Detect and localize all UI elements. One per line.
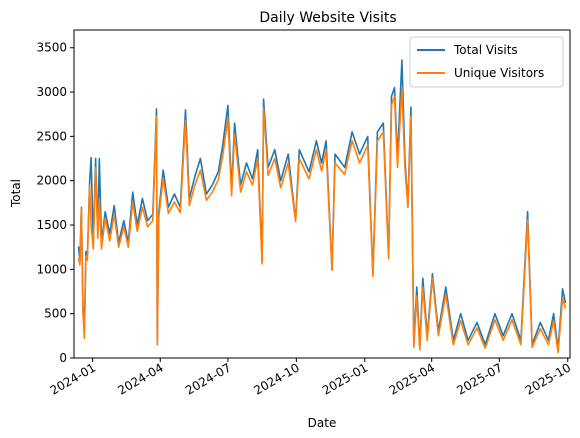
y-tick-label: 500 xyxy=(44,307,67,321)
plot-frame xyxy=(73,29,571,359)
y-tick-label: 3000 xyxy=(36,85,67,99)
legend-label: Total Visits xyxy=(453,43,518,57)
y-tick-label: 2500 xyxy=(36,129,67,143)
legend-box xyxy=(409,36,564,88)
x-axis-label: Date xyxy=(308,416,337,430)
y-tick-label: 0 xyxy=(59,351,67,365)
y-tick-label: 2000 xyxy=(36,174,67,188)
y-axis-label: Total xyxy=(9,179,23,208)
y-tick-label: 3500 xyxy=(36,41,67,55)
series-layer xyxy=(77,59,567,354)
chart-title: Daily Website Visits xyxy=(259,10,396,26)
legend-label: Unique Visitors xyxy=(454,66,544,80)
y-tick-label: 1500 xyxy=(36,218,67,232)
legend: Total Visits Unique Visitors xyxy=(409,36,564,88)
series-line-unique-visitors xyxy=(77,86,567,354)
y-axis-ticks: 0 500 1000 1500 2000 2500 3000 3500 xyxy=(36,41,74,365)
y-tick-label: 1000 xyxy=(36,262,67,276)
